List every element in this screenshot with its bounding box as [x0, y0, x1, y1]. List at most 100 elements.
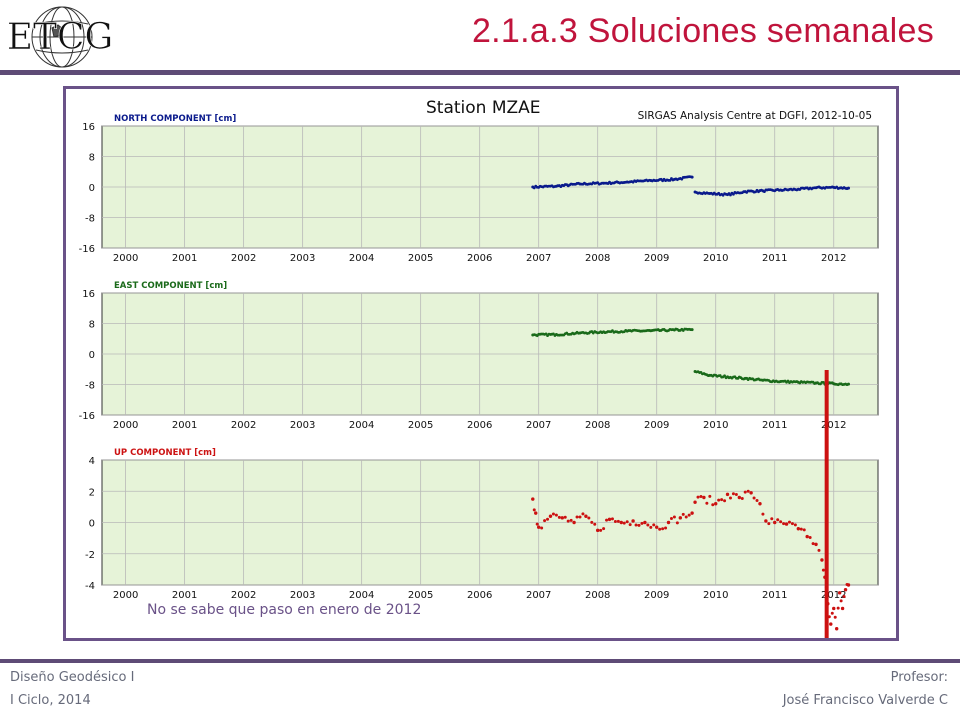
data-point [836, 606, 840, 610]
chart-annotation: No se sabe que paso en enero de 2012 [147, 602, 422, 618]
data-point [706, 374, 710, 377]
data-point [720, 498, 724, 502]
data-point [793, 523, 797, 527]
x-tick-label: 2000 [113, 420, 138, 431]
x-tick-label: 2009 [644, 590, 669, 601]
data-point [637, 523, 641, 527]
data-point [725, 492, 730, 497]
data-point [784, 522, 789, 526]
data-point [578, 515, 582, 519]
data-point [717, 498, 721, 502]
data-point [845, 187, 849, 190]
data-point [613, 520, 617, 524]
x-tick-label: 2007 [526, 590, 551, 601]
x-tick-label: 2002 [231, 253, 256, 264]
data-point [643, 520, 647, 525]
data-point [693, 500, 697, 504]
x-tick-label: 2011 [762, 253, 787, 264]
data-point [782, 522, 786, 526]
data-point [605, 518, 609, 522]
y-tick-label: 8 [89, 153, 95, 164]
x-tick-label: 2000 [113, 253, 138, 264]
chart-figure: Station MZAE SIRGAS Analysis Centre at DG… [63, 86, 899, 641]
y-tick-label: 0 [89, 350, 95, 361]
data-point [760, 188, 763, 192]
data-point [569, 518, 573, 522]
data-point [553, 334, 557, 337]
data-point [678, 516, 683, 520]
data-point [787, 520, 791, 524]
x-tick-label: 2007 [526, 420, 551, 431]
data-point [723, 374, 726, 378]
data-point [590, 520, 594, 524]
data-point [834, 627, 839, 631]
x-tick-label: 2002 [231, 590, 256, 601]
data-point [814, 542, 818, 547]
data-point [799, 527, 803, 531]
data-point [681, 512, 685, 516]
x-tick-label: 2006 [467, 590, 492, 601]
data-point [684, 515, 688, 519]
professor-label: Profesor: [890, 670, 948, 685]
data-point [742, 190, 746, 194]
data-point [669, 516, 673, 520]
data-point [619, 520, 624, 525]
slide-title: 2.1.a.3 Soluciones semanales [471, 12, 934, 50]
data-point [821, 568, 825, 572]
data-point [842, 595, 846, 599]
data-point [796, 527, 801, 531]
y-tick-label: 4 [89, 456, 95, 467]
x-tick-label: 2006 [467, 253, 492, 264]
data-point [728, 496, 732, 500]
data-point [690, 511, 694, 515]
data-point [595, 528, 600, 533]
professor-name: José Francisco Valverde C [782, 693, 948, 708]
x-tick-label: 2005 [408, 590, 433, 601]
data-point [742, 377, 746, 381]
data-point [548, 514, 553, 518]
x-tick-label: 2007 [526, 253, 551, 264]
x-tick-label: 2008 [585, 253, 610, 264]
data-point [599, 528, 603, 532]
data-point [652, 523, 656, 527]
data-point [830, 381, 834, 385]
y-tick-label: -4 [85, 581, 95, 592]
data-point [575, 515, 579, 519]
x-tick-label: 2001 [172, 253, 197, 264]
data-point [755, 498, 759, 502]
x-tick-label: 2006 [467, 420, 492, 431]
y-tick-label: -8 [85, 214, 95, 225]
data-point [655, 525, 659, 529]
data-point [689, 328, 693, 331]
data-point [553, 185, 557, 188]
x-tick-label: 2008 [585, 590, 610, 601]
data-point [546, 517, 550, 521]
data-point [634, 523, 638, 527]
data-point [795, 188, 799, 192]
x-tick-label: 2012 [821, 253, 846, 264]
data-point [724, 192, 728, 196]
data-point [813, 382, 816, 385]
data-point [845, 583, 849, 587]
y-tick-label: 0 [89, 183, 95, 194]
y-tick-label: -16 [79, 411, 95, 422]
data-point [581, 512, 585, 516]
data-point [811, 542, 815, 546]
y-tick-label: 16 [82, 289, 95, 300]
data-point [649, 525, 653, 529]
data-point [624, 180, 628, 184]
x-tick-label: 2009 [644, 253, 669, 264]
bottom-divider [0, 659, 960, 663]
data-point [830, 611, 834, 615]
data-point [624, 328, 628, 332]
data-point [777, 188, 781, 192]
data-point [602, 527, 606, 531]
x-tick-label: 2010 [703, 590, 728, 601]
data-point [666, 520, 671, 525]
data-point [740, 496, 744, 500]
data-point [625, 520, 629, 524]
x-tick-label: 2004 [349, 420, 374, 431]
logo-text: ETCG [7, 17, 114, 58]
data-point [808, 536, 812, 540]
x-tick-label: 2004 [349, 590, 374, 601]
